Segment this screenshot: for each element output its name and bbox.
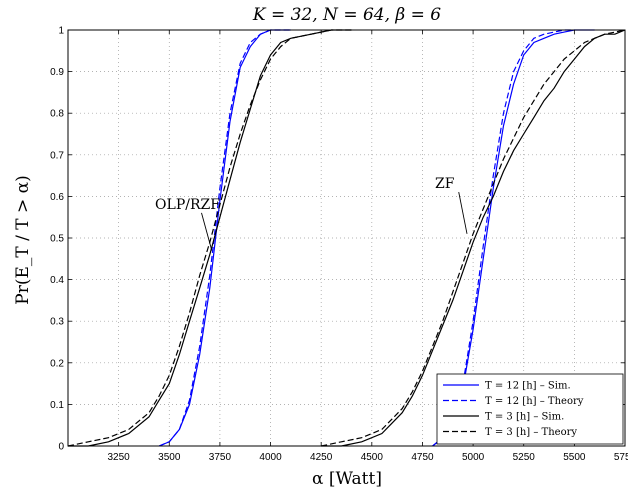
- series-line-olp-rzf-1: [158, 29, 291, 447]
- y-tick-label: 0.9: [50, 67, 64, 78]
- y-tick-label: 1: [58, 26, 64, 37]
- legend-box: [436, 373, 624, 445]
- series-line-zf-7: [321, 29, 626, 447]
- series-line-olp-rzf-2: [68, 29, 352, 447]
- legend-label: T = 3 [h] – Theory: [485, 427, 577, 438]
- annotation-label: ZF: [435, 176, 455, 192]
- grid: [68, 30, 625, 446]
- annotation-label: OLP/RZF: [155, 197, 220, 213]
- x-tick-label: 5250: [513, 452, 536, 463]
- y-tick-label: 0.4: [50, 275, 64, 286]
- x-tick-label: 4250: [310, 452, 333, 463]
- legend-label: T = 12 [h] – Theory: [485, 396, 584, 407]
- y-tick-label: 0.5: [50, 234, 64, 245]
- y-axis-label: Pr(E_T / T > α): [13, 175, 33, 304]
- x-tick-label: 3750: [209, 452, 232, 463]
- annotations: OLP/RZF ZF: [155, 176, 468, 251]
- series-line-olp-rzf-3: [67, 29, 352, 447]
- y-tick-label: 0.8: [50, 109, 64, 120]
- y-tick-label: 0.2: [50, 358, 64, 369]
- axis-ticks: 3250 3500 3750 4000 4250 4500 4750 5000 5250 5500…: [50, 26, 628, 464]
- x-axis-label: α [Watt]: [312, 469, 382, 489]
- y-tick-label: 0.6: [50, 192, 64, 203]
- legend: T = 12 [h] – Sim. T = 12 [h] – Theory T = …: [436, 373, 624, 445]
- series-line-zf-6: [321, 29, 626, 447]
- x-tick-label: 4500: [361, 452, 384, 463]
- annotation-arrow: [201, 212, 213, 251]
- y-tick-label: 0.3: [50, 317, 64, 328]
- x-tick-label: 5500: [563, 452, 586, 463]
- legend-label: T = 3 [h] – Sim.: [485, 412, 564, 423]
- chart-title: K = 32, N = 64, β = 6: [252, 5, 441, 25]
- x-tick-label: 5000: [462, 452, 485, 463]
- x-tick-label: 3500: [158, 452, 181, 463]
- x-tick-label: 4750: [411, 452, 434, 463]
- y-tick-label: 0.7: [50, 150, 64, 161]
- y-tick-label: 0: [58, 442, 64, 453]
- y-tick-label: 0.1: [50, 400, 64, 411]
- x-tick-label: 3250: [108, 452, 131, 463]
- x-tick-label: 4000: [259, 452, 282, 463]
- annotation-arrow: [458, 191, 468, 234]
- legend-label: T = 12 [h] – Sim.: [485, 381, 571, 392]
